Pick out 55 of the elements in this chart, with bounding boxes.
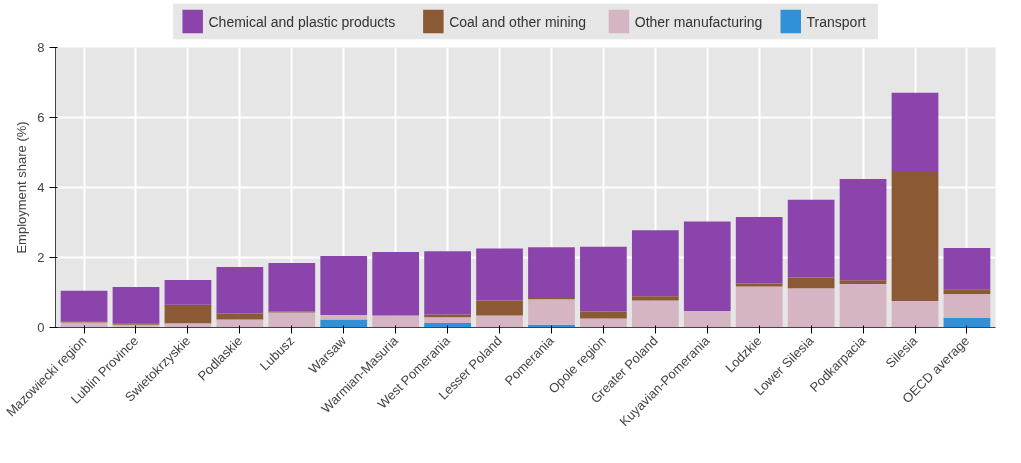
bar — [891, 171, 939, 301]
bar — [424, 251, 471, 315]
bar — [787, 288, 835, 328]
y-tick-label: 6 — [37, 110, 45, 125]
y-tick-label: 0 — [37, 320, 45, 335]
legend-label: Other manufacturing — [634, 13, 763, 30]
bar — [216, 319, 264, 328]
y-tick-label: 2 — [37, 250, 45, 265]
bar — [683, 311, 731, 328]
bar — [580, 246, 627, 312]
bar — [943, 289, 991, 294]
bar — [735, 216, 783, 284]
bar — [320, 256, 368, 315]
bar — [164, 279, 212, 305]
bar — [839, 280, 887, 285]
bar — [528, 299, 575, 325]
bar — [476, 300, 523, 316]
bar — [372, 315, 420, 328]
bar — [112, 286, 160, 324]
bar — [476, 315, 523, 328]
bar — [839, 179, 887, 281]
bar — [735, 283, 783, 287]
y-tick-label: 8 — [37, 40, 45, 55]
bar — [580, 311, 627, 319]
bar — [372, 251, 420, 316]
y-axis-title: Employment share (%) — [14, 121, 30, 254]
legend-label: Coal and other mining — [449, 13, 587, 30]
bar — [891, 92, 939, 172]
bar — [631, 296, 679, 301]
bar — [787, 277, 835, 289]
bar — [839, 284, 887, 328]
bar — [164, 323, 212, 328]
bar — [735, 286, 783, 328]
bar — [164, 304, 212, 324]
bar — [787, 199, 835, 278]
y-tick-label: 4 — [37, 180, 45, 195]
bar — [320, 319, 368, 328]
bar — [943, 293, 991, 318]
bar — [580, 318, 627, 328]
bar — [476, 248, 523, 301]
bar — [216, 266, 264, 314]
bar — [268, 263, 316, 312]
bar — [631, 300, 679, 328]
bar — [60, 290, 108, 322]
bar — [631, 230, 679, 297]
bar — [528, 247, 575, 298]
bar — [943, 317, 991, 328]
bar — [891, 300, 939, 328]
bar — [683, 221, 731, 312]
legend-label: Chemical and plastic products — [208, 13, 396, 30]
legend-label: Transport — [806, 13, 867, 30]
bar — [268, 312, 316, 328]
bar — [943, 248, 991, 290]
bar — [424, 317, 471, 323]
bar — [528, 297, 575, 300]
